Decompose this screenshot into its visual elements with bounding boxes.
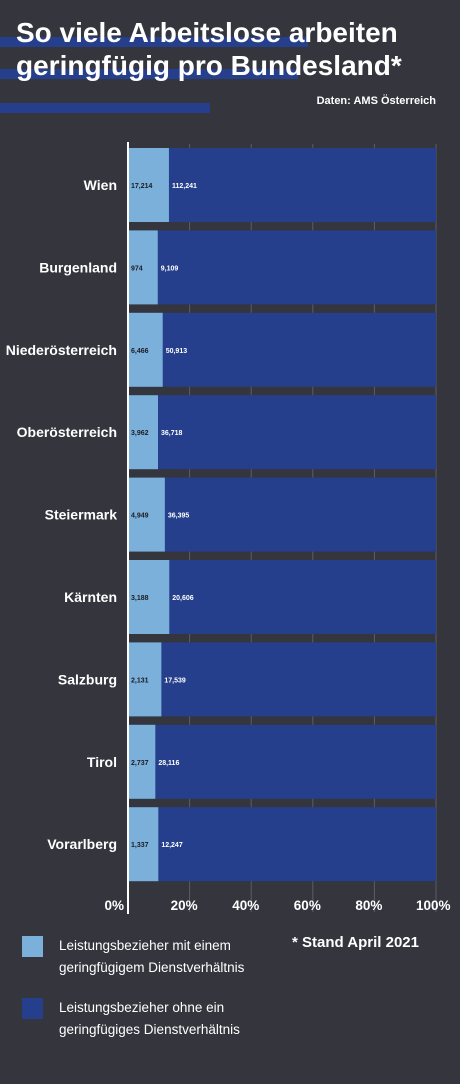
- bar-without-job: [128, 560, 436, 634]
- bar-without-job: [128, 395, 436, 470]
- category-label: Oberösterreich: [17, 424, 117, 440]
- data-label-with-job: 3,962: [131, 430, 149, 437]
- data-label-without-job: 36,718: [161, 430, 183, 437]
- data-label-with-job: 4,949: [131, 513, 149, 520]
- category-label: Wien: [84, 177, 117, 193]
- data-label-with-job: 17,214: [131, 183, 153, 190]
- x-tick-label: 0%: [104, 898, 124, 913]
- data-label-with-job: 2,737: [131, 760, 149, 767]
- data-label-with-job: 3,188: [131, 595, 149, 602]
- x-tick-label: 80%: [355, 898, 382, 913]
- stacked-bar-chart: Wien 17,214 112,241 Burgenland 974 9,109 Niede…: [6, 142, 451, 914]
- bar-without-job: [128, 807, 436, 882]
- bar-with-job: [128, 395, 158, 470]
- bar-with-job: [128, 148, 169, 222]
- bar-with-job: [128, 560, 170, 634]
- x-tick-label: 100%: [416, 898, 451, 913]
- data-label-without-job: 28,116: [158, 760, 179, 767]
- bar-without-job: [128, 642, 436, 717]
- category-label: Steiermark: [45, 507, 118, 523]
- chart-title: So viele Arbeitslose arbeiten geringfügi…: [16, 17, 402, 81]
- bar-with-job: [128, 807, 159, 882]
- bar-without-job: [128, 724, 436, 799]
- category-label: Burgenland: [39, 259, 117, 275]
- bar-without-job: [128, 477, 436, 552]
- data-label-without-job: 112,241: [172, 183, 197, 190]
- bar-without-job: [128, 148, 436, 222]
- legend-swatch: [22, 936, 43, 957]
- x-tick-label: 40%: [232, 898, 259, 913]
- footnote: * Stand April 2021: [292, 934, 419, 951]
- bar-with-job: [128, 312, 163, 387]
- legend-item-with-job: Leistungsbezieher mit einem geringfügige…: [22, 935, 289, 979]
- data-label-with-job: 6,466: [131, 348, 149, 355]
- data-label-without-job: 50,913: [166, 348, 188, 355]
- legend-swatch: [22, 998, 43, 1019]
- data-label-without-job: 12,247: [161, 842, 183, 849]
- category-label: Salzburg: [58, 671, 117, 687]
- category-label: Tirol: [87, 754, 117, 770]
- bar-with-job: [128, 724, 156, 799]
- legend-item-without-job: Leistungsbezieher ohne ein geringfügiges…: [22, 997, 289, 1041]
- data-label-with-job: 974: [131, 265, 143, 272]
- category-label: Kärnten: [64, 589, 117, 605]
- category-label: Vorarlberg: [47, 836, 117, 852]
- x-tick-label: 60%: [294, 898, 321, 913]
- legend-label: Leistungsbezieher mit einem geringfügige…: [59, 938, 245, 975]
- data-label-without-job: 17,539: [164, 677, 186, 684]
- title-stripe: [0, 69, 298, 79]
- bar-with-job: [128, 642, 162, 717]
- data-label-without-job: 36,395: [168, 513, 190, 520]
- data-label-with-job: 1,337: [131, 842, 149, 849]
- data-label-without-job: 20,606: [172, 595, 194, 602]
- bar-without-job: [128, 230, 436, 305]
- data-label-with-job: 2,131: [131, 677, 149, 684]
- data-source: Daten: AMS Österreich: [316, 95, 436, 107]
- bar-with-job: [128, 477, 165, 552]
- bar-with-job: [128, 230, 158, 305]
- category-label: Niederösterreich: [6, 342, 117, 358]
- title-stripe: [0, 103, 210, 113]
- bar-without-job: [128, 312, 436, 387]
- title-stripe: [0, 37, 308, 47]
- legend-label: Leistungsbezieher ohne ein geringfügiges…: [59, 1000, 240, 1037]
- x-tick-label: 20%: [171, 898, 198, 913]
- data-label-without-job: 9,109: [161, 265, 179, 272]
